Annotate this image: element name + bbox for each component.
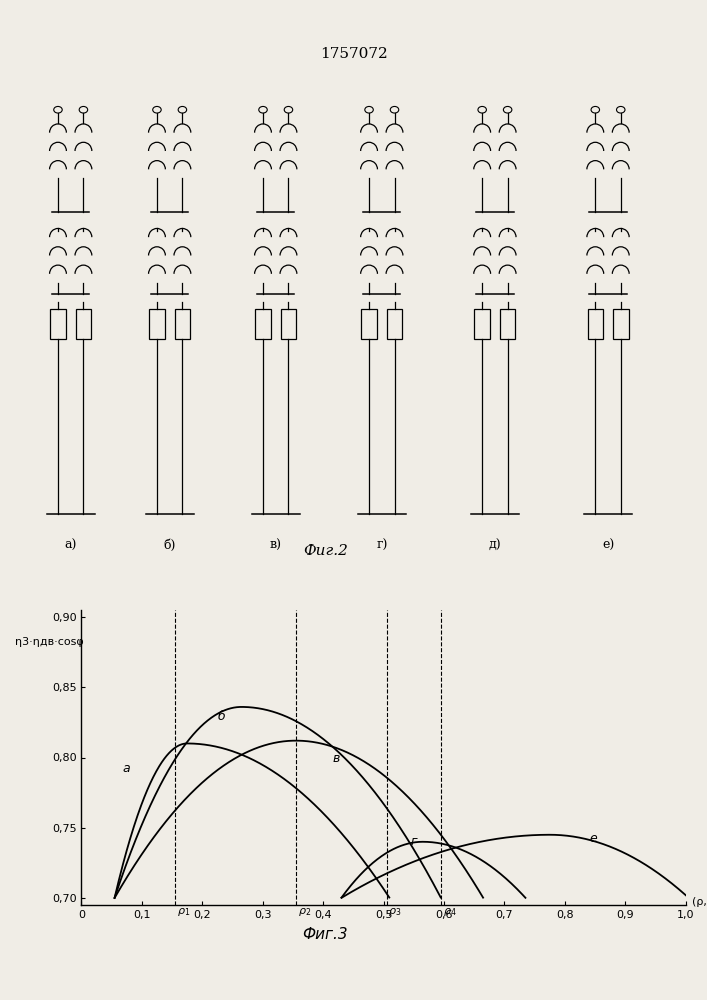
Bar: [281, 309, 296, 339]
Text: б): б): [163, 539, 176, 552]
Text: a: a: [122, 762, 130, 775]
Bar: [255, 309, 271, 339]
Bar: [474, 309, 490, 339]
Text: в): в): [270, 539, 281, 552]
Text: (ρ,н): (ρ,н): [692, 897, 707, 907]
Text: б: б: [217, 710, 225, 723]
Bar: [613, 309, 629, 339]
Text: в: в: [332, 752, 339, 765]
Bar: [361, 309, 377, 339]
Text: Фиг.2: Фиг.2: [303, 544, 348, 558]
Bar: [588, 309, 603, 339]
Text: $\rho_1$: $\rho_1$: [177, 906, 190, 918]
Text: 1757072: 1757072: [320, 46, 387, 60]
Text: $\rho_4$: $\rho_4$: [443, 906, 457, 918]
Text: a): a): [64, 539, 77, 552]
Text: г: г: [411, 835, 417, 848]
Text: $\rho_3$: $\rho_3$: [388, 906, 402, 918]
Bar: [175, 309, 190, 339]
Bar: [149, 309, 165, 339]
Bar: [500, 309, 515, 339]
Text: η3·ηдв·cosφ: η3·ηдв·cosφ: [15, 637, 83, 647]
Text: д): д): [489, 539, 501, 552]
Text: е): е): [602, 539, 614, 552]
Bar: [387, 309, 402, 339]
Bar: [76, 309, 91, 339]
Text: $\rho_2$: $\rho_2$: [298, 906, 311, 918]
Text: е: е: [589, 832, 597, 845]
Text: Фиг.3: Фиг.3: [303, 927, 348, 942]
Bar: [50, 309, 66, 339]
Text: г): г): [376, 539, 387, 552]
